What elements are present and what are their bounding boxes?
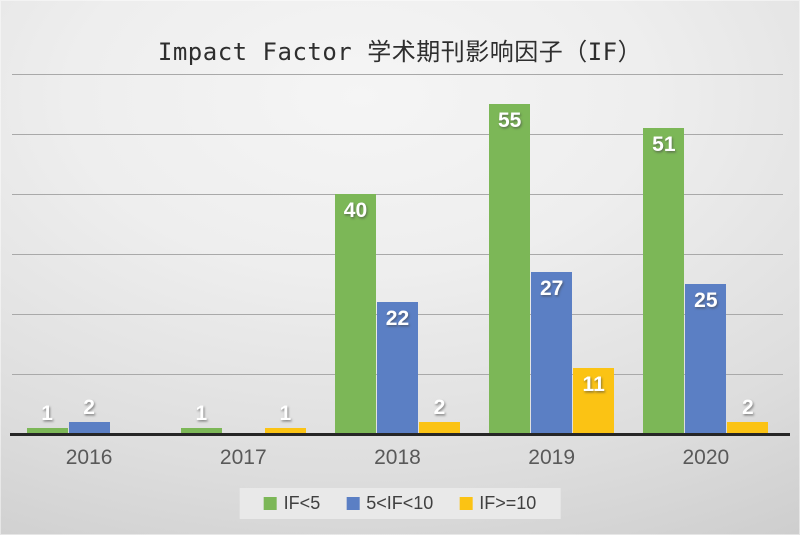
data-label: 2	[742, 395, 754, 419]
bar-slot: 2	[727, 74, 769, 434]
bar-IF<5-2019	[489, 104, 531, 434]
gridline-60	[12, 74, 783, 75]
data-label: 51	[652, 132, 676, 156]
bar-slot: 1	[264, 74, 306, 434]
x-axis-label-2017: 2017	[219, 446, 267, 469]
data-label: 27	[539, 276, 564, 300]
bar-slot: 40	[334, 74, 376, 434]
x-axis-label-2018: 2018	[374, 446, 421, 469]
chart-title: Impact Factor 学术期刊影响因子（IF）	[157, 38, 643, 66]
bar-slot: 2	[418, 74, 460, 434]
bar-IF<5-2017	[180, 428, 222, 434]
bar-group-2020: 51 25 2	[643, 74, 769, 434]
bar-slot: 11	[573, 74, 615, 434]
x-axis-labels: 2016 2017 2018 2019 2020	[12, 446, 783, 470]
bar-slot: 2	[68, 74, 110, 434]
legend-label: IF<5	[283, 493, 321, 513]
bar-5<IF<10-2020	[685, 284, 727, 434]
x-axis-line	[10, 433, 790, 436]
legend-item-5<IF<10: 5<IF<10	[346, 493, 433, 514]
bar-IF<5-2016	[26, 428, 68, 434]
legend-swatch-icon	[459, 497, 473, 510]
plot-area: 1 2 1 1 40 22 2 55 27 11 51 25 2	[10, 74, 790, 436]
data-label: 1	[279, 401, 292, 425]
gridline-40	[12, 194, 783, 195]
data-label: 25	[694, 288, 718, 312]
legend-label: 5<IF<10	[366, 493, 434, 513]
bar-slot: 27	[531, 74, 573, 434]
legend-item-IF<5: IF<5	[263, 493, 321, 514]
bar-groups: 1 2 1 1 40 22 2 55 27 11 51 25 2	[12, 74, 783, 434]
bar-slot: 55	[489, 74, 531, 434]
bar-IF>=10-2020	[727, 422, 769, 434]
gridline-50	[12, 134, 783, 135]
data-label: 1	[41, 401, 53, 425]
data-label: 2	[433, 395, 446, 419]
bar-slot: 1	[26, 74, 68, 434]
legend: IF<5 5<IF<10 IF>=10	[239, 488, 561, 519]
legend-swatch-icon	[346, 497, 360, 510]
data-label: 40	[343, 198, 368, 222]
legend-label: IF>=10	[479, 493, 537, 513]
bar-slot: 22	[376, 74, 418, 434]
bar-slot	[110, 74, 152, 434]
bar-IF>=10-2019	[573, 368, 615, 434]
data-label: 11	[582, 372, 605, 396]
data-label: 55	[497, 108, 522, 132]
x-axis-label-2020: 2020	[682, 446, 730, 469]
bar-IF>=10-2017	[264, 428, 306, 434]
bar-slot	[222, 74, 264, 434]
bar-5<IF<10-2018	[376, 302, 418, 434]
bar-group-2018: 40 22 2	[334, 74, 460, 434]
bar-IF<5-2020	[643, 128, 685, 434]
bar-5<IF<10-2016	[68, 422, 110, 434]
gridline-30	[12, 254, 783, 255]
data-label: 22	[385, 306, 410, 330]
x-axis-label-2019: 2019	[528, 446, 576, 469]
bar-slot: 25	[685, 74, 727, 434]
data-label: 2	[83, 395, 95, 419]
bar-IF<5-2018	[334, 194, 376, 434]
bar-IF>=10-2018	[418, 422, 460, 434]
legend-item-IF>=10: IF>=10	[459, 493, 536, 514]
bar-group-2019: 55 27 11	[489, 74, 615, 434]
data-label: 1	[195, 401, 208, 425]
bar-slot: 1	[180, 74, 222, 434]
legend-swatch-icon	[263, 497, 277, 510]
bar-slot: 51	[643, 74, 685, 434]
bar-5<IF<10-2019	[531, 272, 573, 434]
x-axis-label-2016: 2016	[65, 446, 113, 469]
